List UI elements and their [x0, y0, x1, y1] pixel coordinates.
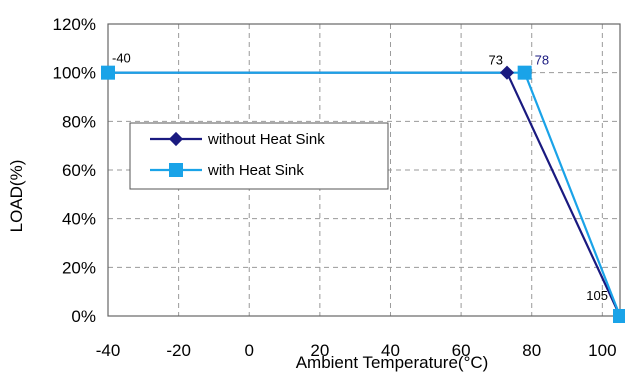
- y-tick-label: 40%: [62, 210, 96, 229]
- x-tick-label: 40: [381, 341, 400, 360]
- data-point-square: [517, 65, 532, 80]
- annotation-layer: -40 73 78 105: [112, 51, 608, 303]
- x-tick-label: -20: [166, 341, 191, 360]
- x-tick-labels: -40 -20 0 20 40 60 80 100: [96, 341, 617, 360]
- x-tick-label: 0: [245, 341, 254, 360]
- legend-label-without-heat-sink: without Heat Sink: [207, 131, 325, 148]
- point-annotation: 105: [586, 288, 608, 303]
- data-point-diamond: [499, 65, 515, 80]
- x-axis-label-text: Ambient Temperature: [296, 353, 458, 372]
- series-layer: [100, 65, 625, 324]
- y-tick-label: 120%: [53, 15, 96, 34]
- y-tick-label: 20%: [62, 258, 96, 277]
- x-axis-label: Ambient Temperature(°C): [296, 353, 489, 372]
- legend-label-with-heat-sink: with Heat Sink: [207, 162, 304, 179]
- y-tick-label: 0%: [71, 307, 96, 326]
- legend-marker-square: [169, 163, 183, 177]
- x-tick-label: 80: [522, 341, 541, 360]
- legend-box: [129, 122, 389, 190]
- point-annotation: -40: [112, 51, 131, 66]
- x-tick-label: 20: [310, 341, 329, 360]
- y-tick-label: 80%: [62, 112, 96, 131]
- x-tick-label: 100: [588, 341, 616, 360]
- point-annotation: 73: [489, 53, 503, 68]
- series-line-1: [108, 71, 622, 317]
- plot-frame: [107, 23, 621, 317]
- point-annotation: 78: [535, 53, 549, 68]
- y-axis-label: LOAD(%): [7, 160, 26, 233]
- data-point-square: [101, 65, 115, 80]
- y-tick-labels: 0% 20% 40% 60% 80% 100% 120%: [53, 15, 96, 326]
- x-tick-label: -40: [96, 341, 121, 360]
- y-tick-label: 60%: [62, 161, 96, 180]
- y-tick-label: 100%: [53, 64, 96, 83]
- series-line-0: [108, 71, 621, 317]
- data-point-square: [613, 309, 625, 323]
- x-axis-label-unit: (°C): [458, 353, 488, 372]
- legend: without Heat Sink with Heat Sink: [129, 122, 389, 190]
- legend-marker-diamond: [168, 131, 184, 147]
- x-tick-label: 60: [452, 341, 471, 360]
